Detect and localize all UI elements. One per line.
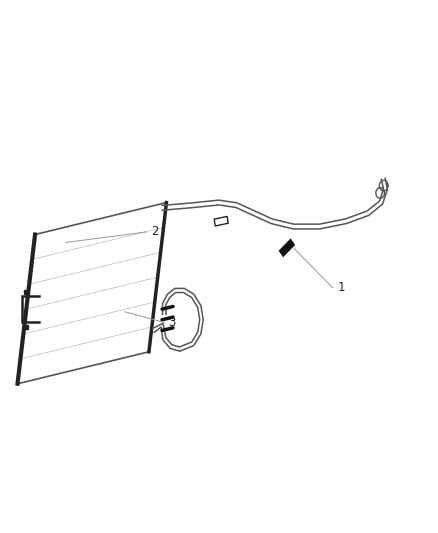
Text: 3: 3 — [169, 316, 176, 329]
Text: 2: 2 — [151, 225, 159, 238]
Polygon shape — [279, 238, 295, 257]
Polygon shape — [214, 216, 228, 226]
Text: 1: 1 — [337, 281, 345, 294]
